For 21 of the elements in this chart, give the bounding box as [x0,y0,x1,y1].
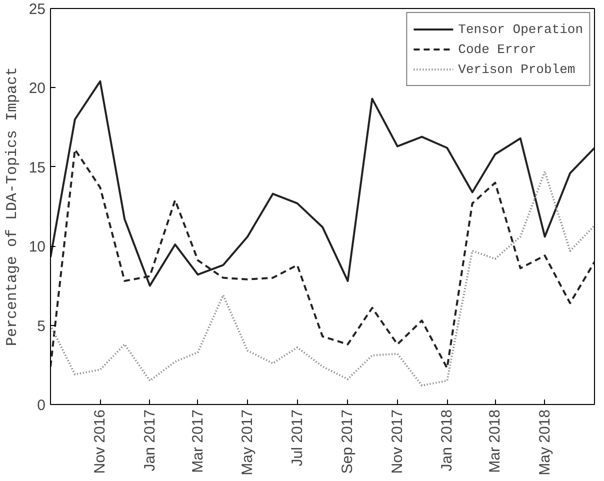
x-tick-label: Nov 2017 [388,409,406,474]
x-tick-label: Jan 2017 [141,409,158,472]
y-tick-label: 0 [37,397,46,414]
legend-label: Verison Problem [458,62,576,76]
x-tick-label: Nov 2016 [92,409,109,474]
x-tick-label: Mar 2017 [189,409,206,473]
line-series [50,170,594,386]
legend-label: Tensor Operation [458,22,583,36]
y-axis-title: Percentage of LDA-Topics Impact [4,66,21,346]
y-tick-label: 5 [37,318,46,335]
y-tick-label: 25 [28,1,46,18]
legend-label: Code Error [458,42,536,56]
x-tick-label: May 2018 [536,410,554,476]
y-tick-label: 20 [28,80,46,98]
x-tick-label: Jan 2018 [438,409,456,472]
y-tick-label: 15 [28,159,46,176]
x-tick-label: Mar 2018 [486,409,504,473]
y-tick-label: 10 [28,238,46,256]
x-tick-label: May 2017 [239,410,256,476]
x-tick-label: Sep 2017 [339,409,356,474]
x-tick-label: Jul 2017 [288,409,306,466]
